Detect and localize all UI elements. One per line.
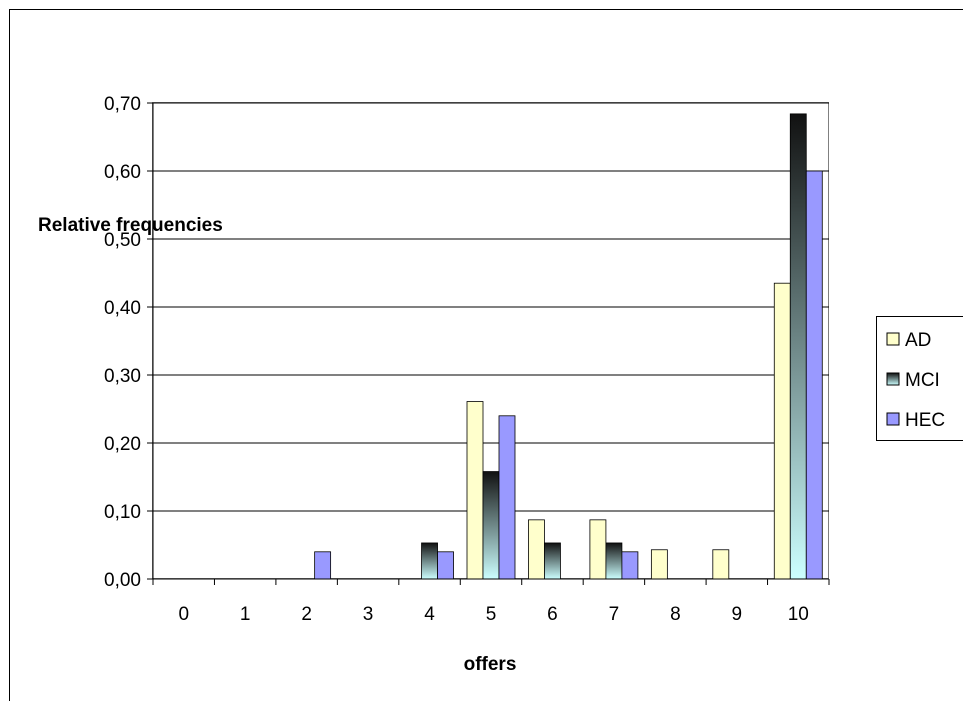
legend-label-ad: AD — [905, 330, 931, 351]
x-tick-label: 5 — [486, 604, 497, 625]
y-tick-label: 0,20 — [104, 434, 141, 455]
bar-ad — [466, 401, 484, 580]
legend-label-hec: HEC — [905, 410, 945, 431]
bar-ad — [589, 519, 607, 580]
bar-mci — [421, 542, 438, 580]
bar-ad — [712, 549, 730, 580]
y-tick-label: 0,40 — [104, 298, 141, 319]
bar-ad — [528, 519, 545, 580]
y-tick-label: 0,00 — [104, 570, 141, 591]
bars — [314, 113, 823, 580]
y-axis-title: Relative frequencies — [38, 215, 223, 236]
legend-swatch-hec — [886, 412, 900, 426]
legend-swatch-ad — [886, 332, 900, 346]
bar-mci — [544, 542, 561, 580]
legend: AD MCI HEC — [876, 316, 963, 441]
y-tick-labels: 0,00 0,10 0,20 0,30 0,40 0,50 0,60 0,70 — [104, 94, 141, 591]
x-tick-label: 0 — [178, 604, 189, 625]
x-tick-label: 10 — [788, 604, 809, 625]
axes — [147, 102, 830, 585]
x-tick-label: 1 — [240, 604, 251, 625]
bar-mci — [605, 542, 623, 580]
bar-ad — [773, 282, 791, 580]
bar-hec — [498, 415, 516, 580]
bar-hec — [805, 170, 823, 580]
x-tick-label: 7 — [609, 604, 620, 625]
x-tick-label: 8 — [670, 604, 681, 625]
x-tick-label: 6 — [547, 604, 558, 625]
bar-hec — [314, 551, 332, 580]
legend-label-mci: MCI — [905, 370, 940, 391]
legend-swatch-mci — [886, 372, 900, 386]
y-tick-label: 0,70 — [104, 94, 141, 115]
y-tick-label: 0,60 — [104, 162, 141, 183]
x-tick-label: 4 — [424, 604, 435, 625]
bar-hec — [621, 551, 639, 580]
x-tick-label: 9 — [732, 604, 743, 625]
x-tick-label: 3 — [363, 604, 374, 625]
y-tick-label: 0,50 — [104, 230, 141, 251]
x-tick-labels: 0 1 2 3 4 5 6 7 8 9 10 — [178, 604, 808, 625]
bar-mci — [789, 113, 807, 580]
bar-ad — [650, 549, 668, 580]
x-axis-title: offers — [464, 654, 517, 675]
y-tick-label: 0,10 — [104, 502, 141, 523]
y-tick-label: 0,30 — [104, 366, 141, 387]
bar-hec — [437, 551, 454, 580]
bar-mci — [482, 471, 500, 580]
x-tick-label: 2 — [301, 604, 312, 625]
